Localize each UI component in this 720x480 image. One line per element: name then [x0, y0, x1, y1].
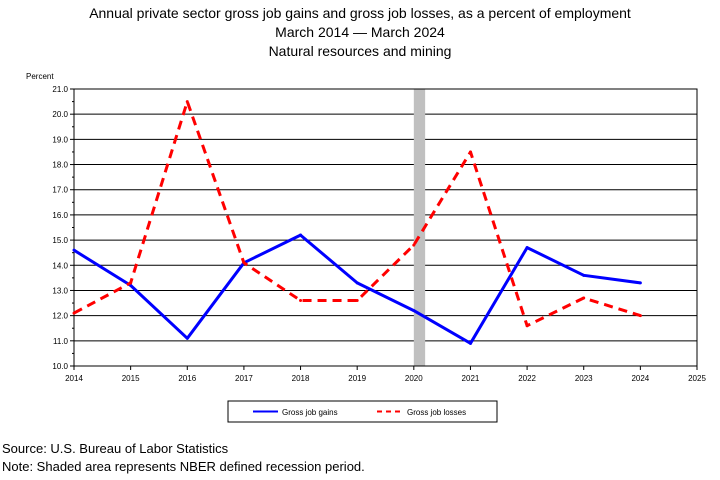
data-point-1	[355, 299, 359, 303]
recession-shading	[413, 89, 426, 366]
y-tick-label: 15.0	[52, 236, 68, 245]
data-point-0	[72, 248, 76, 252]
x-tick-label: 2015	[122, 374, 140, 383]
x-tick-label: 2014	[65, 374, 83, 383]
chart-subtitle-dates: March 2014 — March 2024	[275, 24, 445, 40]
y-tick-label: 12.0	[52, 312, 68, 321]
x-tick-label: 2018	[292, 374, 310, 383]
data-point-0	[299, 233, 303, 237]
legend-label-1: Gross job losses	[407, 408, 466, 417]
data-point-1	[129, 281, 133, 285]
legend-box	[227, 400, 498, 423]
plot-area-border	[73, 88, 698, 367]
x-tick-label: 2021	[462, 374, 480, 383]
data-point-0	[185, 336, 189, 340]
data-point-1	[72, 311, 76, 315]
y-tick-label: 20.0	[52, 110, 68, 119]
recession-note: Note: Shaded area represents NBER define…	[2, 459, 365, 474]
x-tick-label: 2022	[518, 374, 536, 383]
data-point-1	[412, 243, 416, 247]
x-tick-label: 2017	[235, 374, 253, 383]
y-tick-label: 16.0	[52, 211, 68, 220]
data-point-1	[638, 314, 642, 318]
data-point-0	[525, 246, 529, 250]
y-tick-label: 13.0	[52, 286, 68, 295]
data-point-1	[582, 296, 586, 300]
y-tick-label: 10.0	[52, 362, 68, 371]
data-point-1	[525, 324, 529, 328]
series-line-1	[73, 100, 641, 328]
x-tick-label: 2019	[348, 374, 366, 383]
series-line-0	[73, 233, 641, 345]
data-point-0	[468, 341, 472, 345]
y-tick-label: 17.0	[52, 186, 68, 195]
x-tick-label: 2023	[575, 374, 593, 383]
data-point-1	[242, 261, 246, 265]
legend-label-0: Gross job gains	[282, 408, 338, 417]
chart-subtitle-industry: Natural resources and mining	[268, 43, 452, 59]
y-tick-label: 19.0	[52, 135, 68, 144]
source-note: Source: U.S. Bureau of Labor Statistics	[2, 441, 229, 456]
data-point-0	[582, 273, 586, 277]
y-axis-label: Percent	[26, 72, 54, 81]
data-point-0	[638, 281, 642, 285]
chart-title: Annual private sector gross job gains an…	[89, 5, 631, 21]
y-tick-label: 21.0	[52, 85, 68, 94]
data-point-0	[412, 309, 416, 313]
data-point-1	[468, 150, 472, 154]
x-tick-label: 2024	[631, 374, 649, 383]
x-tick-label: 2020	[405, 374, 423, 383]
y-tick-label: 14.0	[52, 261, 68, 270]
y-tick-label: 11.0	[53, 337, 69, 346]
y-tick-label: 18.0	[52, 161, 68, 170]
chart-title-block: Annual private sector gross job gains an…	[0, 4, 720, 61]
x-tick-label: 2025	[688, 374, 706, 383]
data-point-1	[185, 100, 189, 104]
data-point-0	[355, 281, 359, 285]
data-point-1	[299, 299, 303, 303]
x-tick-label: 2016	[178, 374, 196, 383]
